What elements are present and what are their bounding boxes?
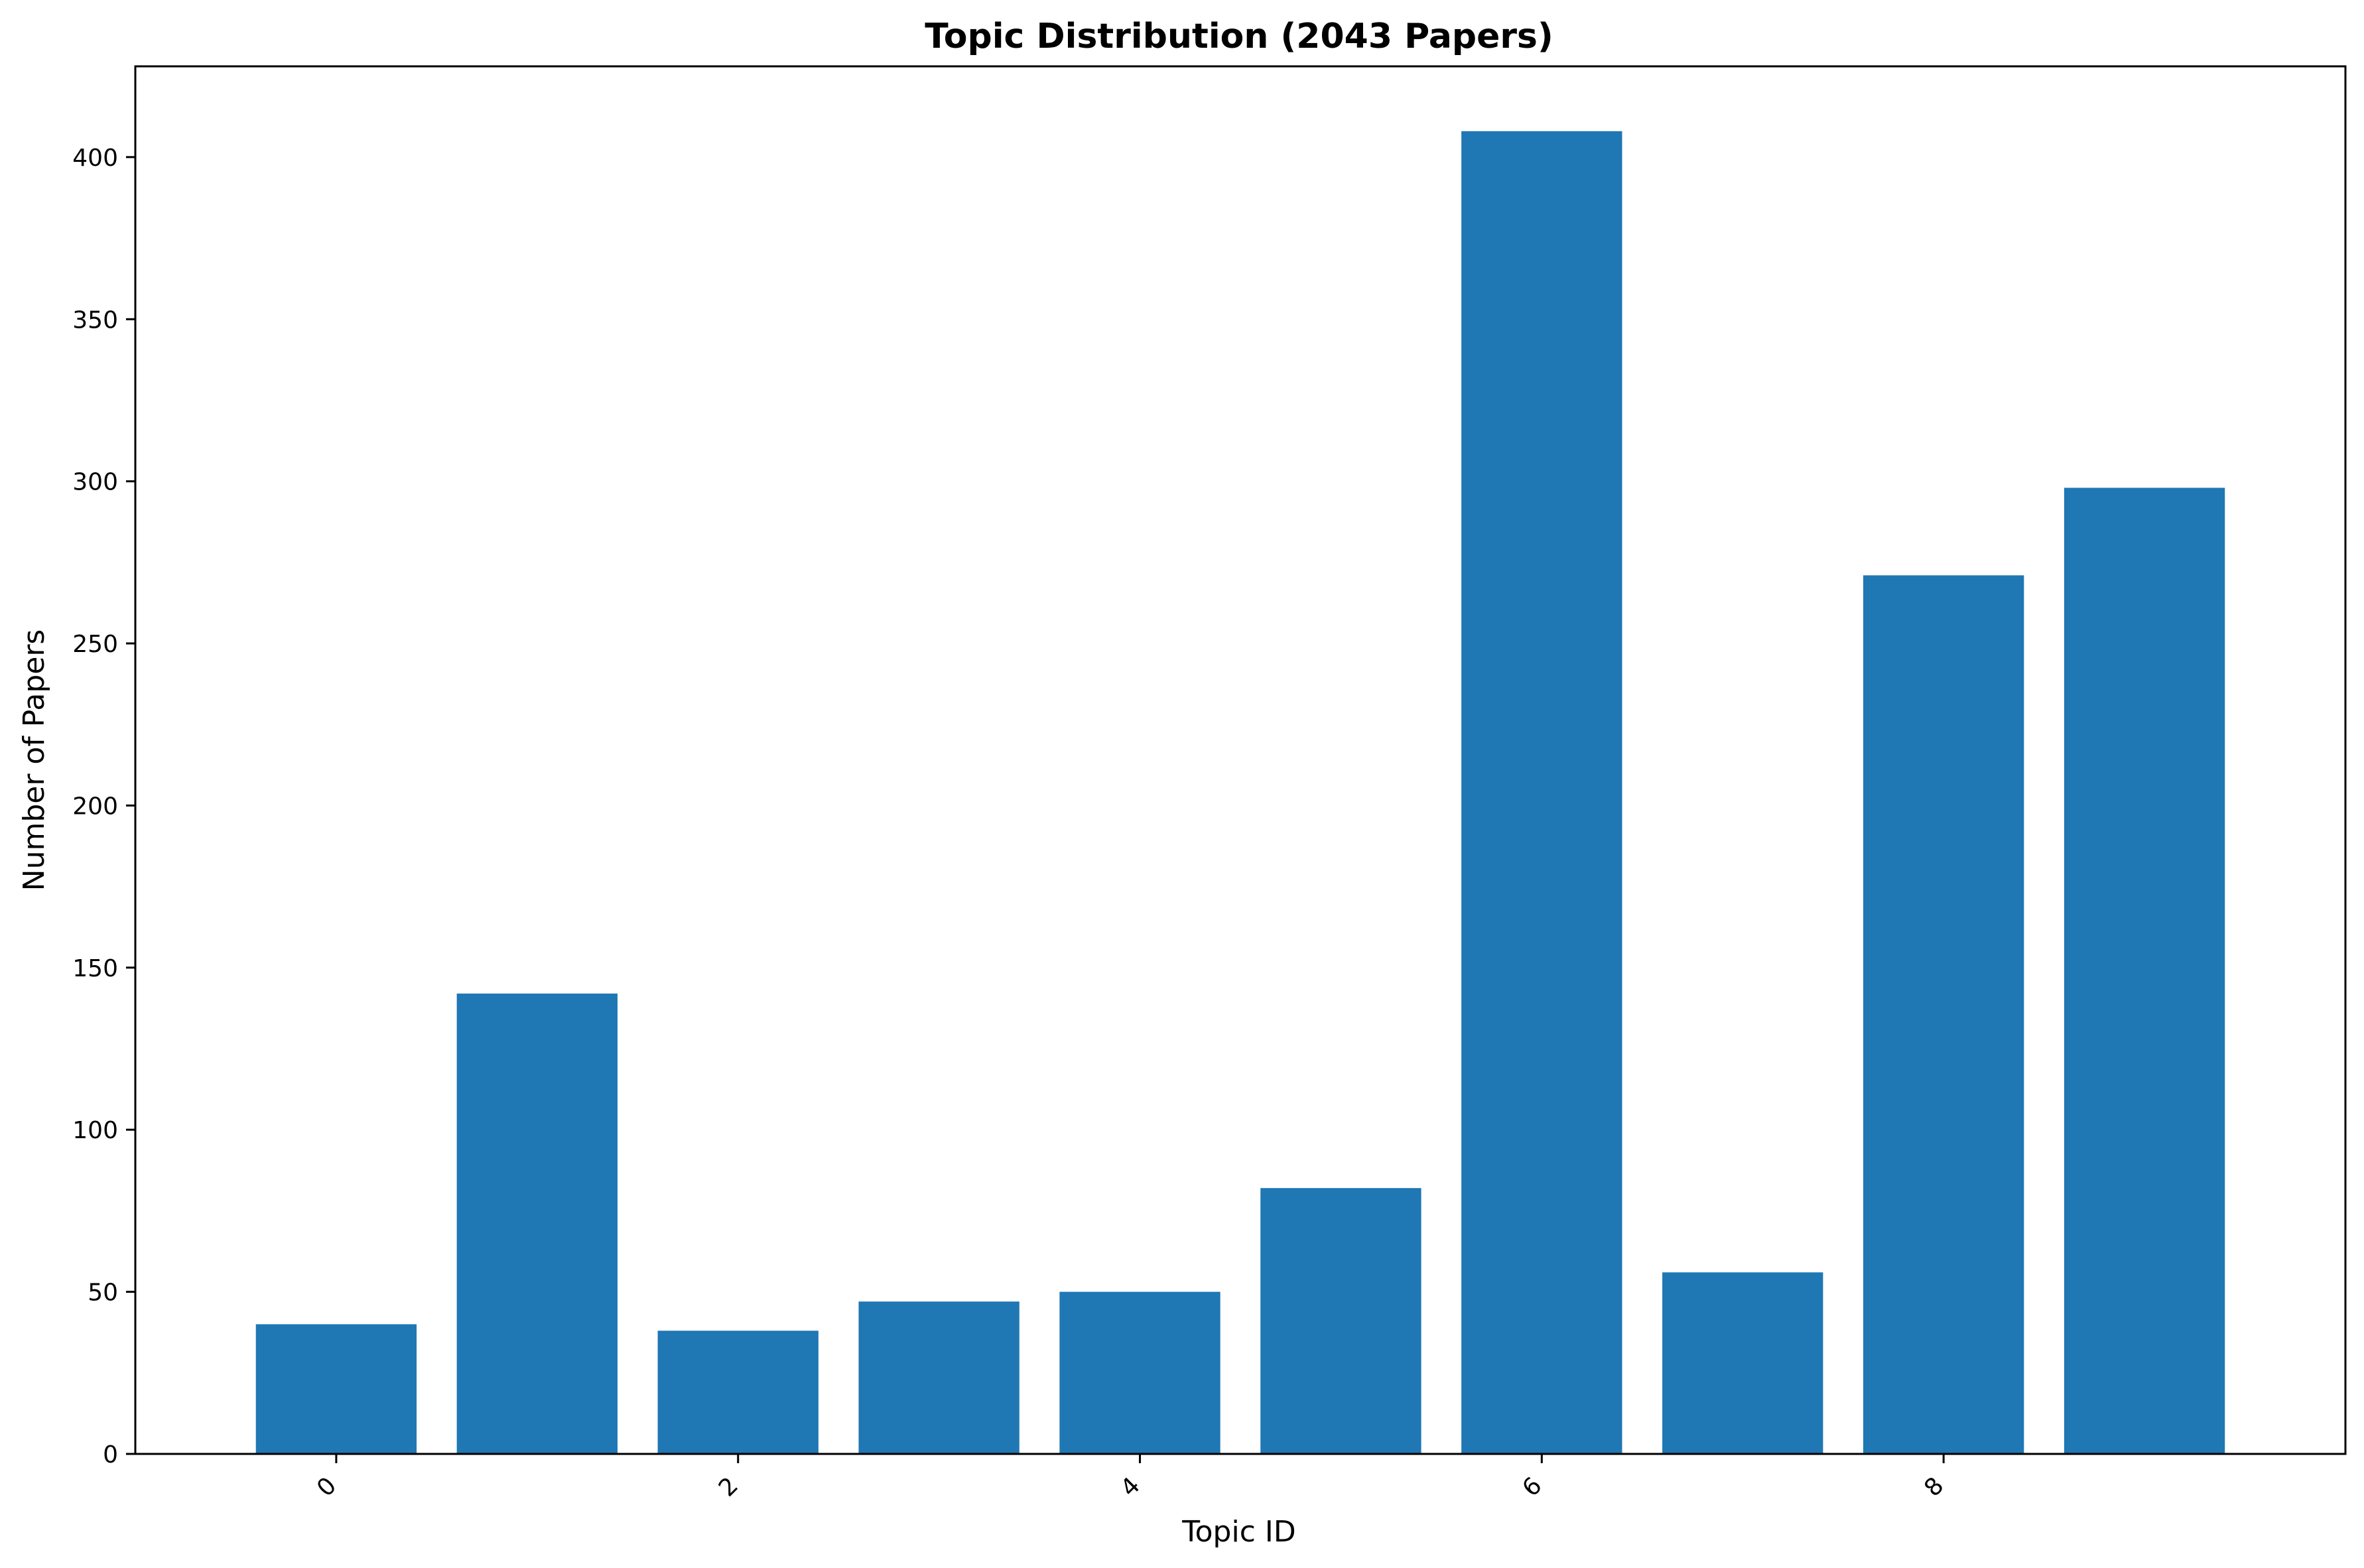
bar-topic-9 xyxy=(2064,488,2225,1454)
y-tick-label: 400 xyxy=(72,145,118,172)
x-axis: 0 2 4 6 8 xyxy=(312,1454,1949,1502)
bar-topic-2 xyxy=(657,1331,819,1454)
y-axis-label: Number of Papers xyxy=(17,629,51,891)
plot-frame xyxy=(134,65,2347,1455)
bar-topic-5 xyxy=(1260,1188,1421,1454)
y-tick-label: 250 xyxy=(72,631,118,658)
bar-topic-3 xyxy=(858,1301,1019,1454)
x-tick-label: 6 xyxy=(1518,1472,1547,1502)
x-tick-label: 0 xyxy=(312,1472,342,1502)
bar-topic-0 xyxy=(255,1324,417,1454)
y-tick-label: 50 xyxy=(88,1279,118,1307)
bar-topic-6 xyxy=(1461,131,1622,1455)
bar-topic-8 xyxy=(1863,575,2024,1454)
y-tick-label: 300 xyxy=(72,469,118,496)
y-axis: 0 50 100 150 200 250 300 350 400 xyxy=(72,145,135,1469)
bar-topic-4 xyxy=(1059,1291,1220,1454)
x-tick-label: 4 xyxy=(1116,1472,1146,1502)
x-axis-label: Topic ID xyxy=(1181,1515,1296,1549)
bar-topic-7 xyxy=(1662,1272,1823,1454)
x-tick-label: 2 xyxy=(714,1472,744,1502)
y-tick-label: 200 xyxy=(72,793,118,820)
y-tick-label: 100 xyxy=(72,1117,118,1144)
y-tick-label: 150 xyxy=(72,955,118,982)
bars-group xyxy=(255,131,2225,1455)
y-tick-label: 350 xyxy=(72,306,118,334)
y-tick-label: 0 xyxy=(103,1441,118,1469)
x-tick-label: 8 xyxy=(1919,1472,1949,1502)
bar-topic-1 xyxy=(456,993,618,1454)
chart-title: Topic Distribution (2043 Papers) xyxy=(925,17,1553,56)
